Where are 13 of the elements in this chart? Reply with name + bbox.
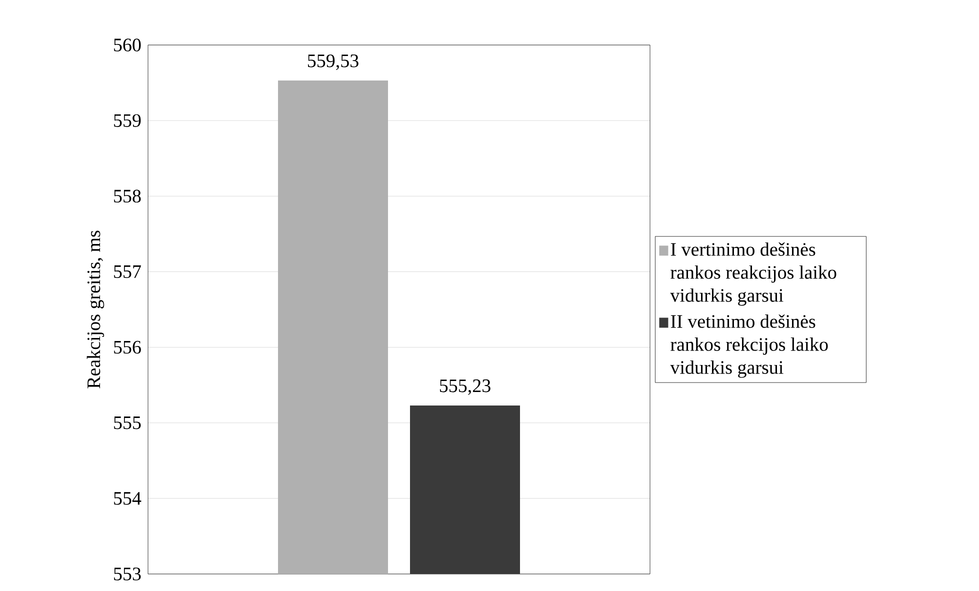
y-tick-label: 558 [114, 190, 141, 203]
y-axis-title: Reakcijos greitis, ms [86, 230, 104, 388]
data-label: 555,23 [440, 379, 490, 395]
y-tick-label: 555 [114, 416, 141, 430]
y-tick-label: 554 [114, 492, 142, 505]
legend-label: II vetinimo dešinės rankos rekcijos laiko vidurkis garsui [670, 314, 828, 378]
legend-label: I vertinimo dešinės rankos reakcijos laiko vidurkis garsui [670, 242, 836, 306]
y-tick-label: 560 [114, 38, 141, 52]
y-tick-label: 556 [114, 340, 141, 354]
y-tick-label: 557 [114, 265, 141, 278]
data-label: 559,53 [308, 54, 358, 70]
y-tick-label: 553 [114, 568, 141, 580]
y-tick-label: 559 [114, 114, 141, 127]
